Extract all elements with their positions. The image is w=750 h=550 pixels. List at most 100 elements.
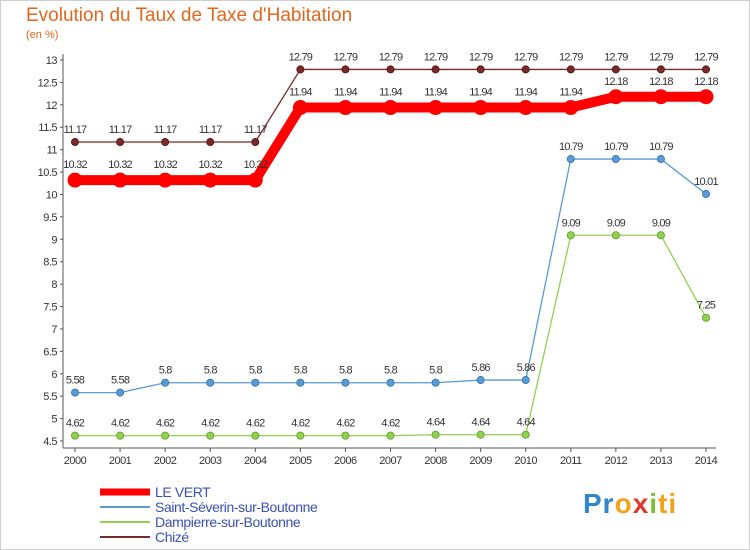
data-label: 4.62 (156, 418, 175, 430)
data-point (383, 100, 398, 116)
data-label: 4.64 (426, 417, 445, 429)
data-label: 10.32 (244, 159, 268, 171)
data-label: 11.94 (559, 87, 582, 99)
data-point (698, 89, 714, 105)
series-line-2 (74, 158, 707, 394)
data-label: 9.09 (562, 217, 581, 229)
data-point (431, 430, 440, 439)
legend-label: Saint-Séverin-sur-Boutonne (155, 499, 318, 515)
legend-label: LE VERT (155, 484, 211, 500)
chart-unit-label: (en %) (26, 29, 59, 41)
data-point (341, 378, 350, 387)
x-tick-label: 2010 (514, 455, 537, 467)
data-point (653, 89, 669, 105)
data-label: 11.17 (154, 124, 177, 136)
legend-label: Chizé (155, 529, 189, 545)
data-label: 4.62 (246, 418, 265, 430)
data-point (702, 190, 711, 199)
data-point (656, 65, 665, 74)
data-label: 5.8 (429, 365, 443, 377)
data-point (611, 231, 620, 240)
data-point (386, 431, 395, 440)
proxiti-logo: Proxiti (583, 488, 677, 520)
y-tick-label: 5.5 (43, 391, 57, 403)
data-label: 12.18 (694, 76, 718, 88)
data-label: 7.25 (697, 300, 716, 312)
data-label: 12.18 (649, 76, 673, 88)
data-point (566, 65, 575, 74)
x-tick-label: 2013 (650, 455, 673, 467)
data-label: 10.79 (559, 141, 583, 153)
data-label: 12.79 (694, 51, 718, 63)
data-label: 10.32 (63, 159, 87, 171)
data-label: 5.8 (204, 365, 218, 377)
y-tick-label: 11 (47, 145, 58, 157)
data-point (202, 172, 218, 188)
data-label: 4.62 (111, 418, 130, 430)
data-label: 10.79 (649, 141, 673, 153)
data-label: 12.79 (289, 51, 313, 63)
x-tick-label: 2001 (109, 455, 132, 467)
data-point (611, 65, 620, 74)
data-label: 4.64 (517, 417, 536, 429)
data-point (296, 378, 305, 387)
data-label: 4.62 (381, 418, 400, 430)
x-tick-label: 2012 (605, 455, 628, 467)
x-tick-label: 2014 (695, 455, 718, 467)
data-point (563, 100, 579, 116)
logo-part: o (614, 488, 633, 519)
data-label: 12.18 (604, 76, 628, 88)
chart-legend: LE VERTSaint-Séverin-sur-BoutonneDampier… (100, 484, 318, 545)
data-point (296, 65, 305, 74)
data-point (206, 138, 215, 147)
data-label: 5.86 (472, 362, 491, 374)
data-point (656, 231, 665, 240)
data-point (296, 431, 305, 440)
x-tick-label: 2003 (199, 455, 222, 467)
chart-data-labels: 10.32 10.32 10.32 10.32 10.32 11.94 11.94 11.94… (63, 51, 719, 430)
y-tick-label: 8 (51, 279, 57, 291)
data-label: 10.01 (694, 176, 718, 188)
data-point (656, 155, 665, 164)
data-label: 4.62 (66, 418, 85, 430)
data-point (161, 138, 170, 147)
data-point (566, 155, 575, 164)
data-point (702, 65, 711, 74)
y-tick-label: 5 (51, 414, 57, 426)
chart-series-lines (67, 65, 714, 440)
data-label: 11.94 (424, 87, 447, 99)
y-tick-label: 7 (51, 324, 57, 336)
logo-part: Pr (583, 488, 615, 519)
data-label: 11.94 (334, 87, 357, 99)
data-label: 5.58 (66, 375, 85, 387)
y-tick-label: 6 (51, 369, 57, 381)
y-tick-label: 12.5 (38, 77, 58, 89)
series-line-3 (74, 234, 707, 437)
y-tick-label: 13 (46, 55, 58, 67)
data-point (251, 138, 260, 147)
data-label: 10.32 (153, 159, 177, 171)
data-label: 11.94 (289, 87, 312, 99)
data-label: 9.09 (607, 217, 626, 229)
data-label: 11.94 (379, 87, 402, 99)
data-point (608, 89, 624, 105)
data-label: 5.8 (339, 365, 353, 377)
data-label: 12.79 (604, 51, 628, 63)
y-tick-label: 9.5 (43, 212, 57, 224)
data-label: 4.64 (472, 417, 491, 429)
data-point (476, 65, 485, 74)
data-point (476, 430, 485, 439)
y-tick-label: 11.5 (38, 122, 57, 134)
y-tick-label: 4.5 (43, 436, 57, 448)
data-point (206, 431, 215, 440)
y-tick-label: 6.5 (43, 346, 57, 358)
x-tick-label: 2002 (154, 455, 177, 467)
data-point (251, 431, 260, 440)
data-point (116, 138, 125, 147)
data-point (386, 378, 395, 387)
data-point (431, 65, 440, 74)
data-point (521, 65, 530, 74)
data-point (161, 378, 170, 387)
